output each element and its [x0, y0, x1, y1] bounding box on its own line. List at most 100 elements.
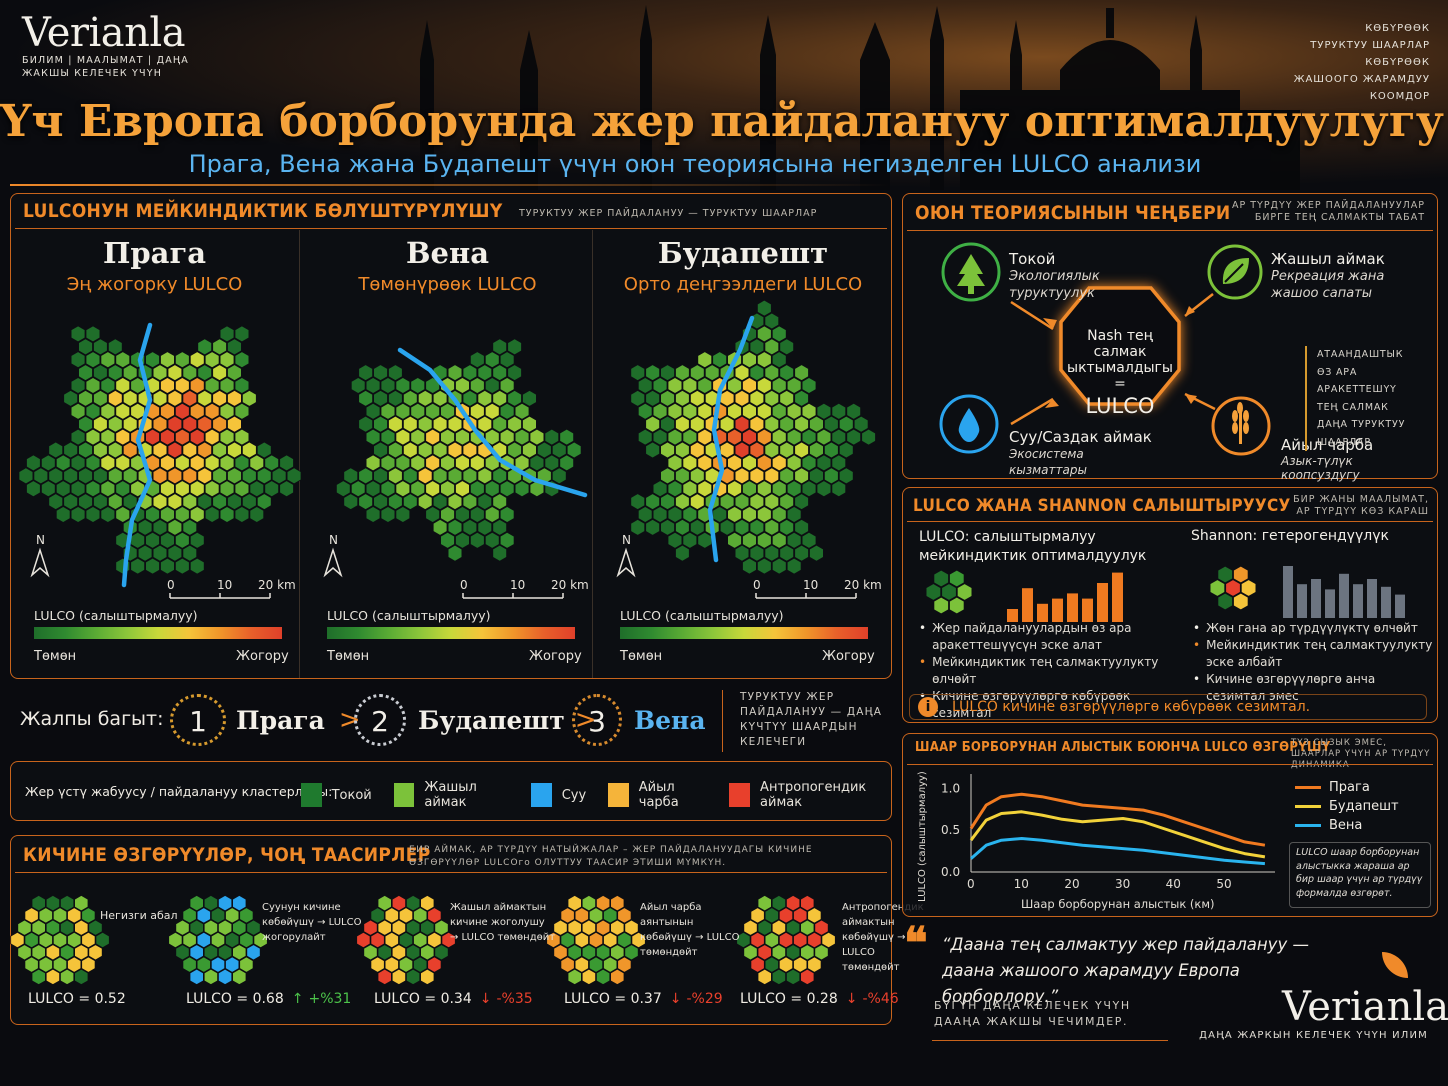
legend-title: LULCO (салыштырмалуу) [34, 608, 198, 623]
laurel-icon: 2 [354, 694, 406, 746]
x-axis-label: Шаар борборунан алыстык (км) [1021, 897, 1215, 911]
swatch-anthro [729, 783, 751, 807]
scenario-value: LULCO = 0.34 ↓ -%35 [374, 991, 533, 1007]
info-icon: i [918, 697, 938, 717]
small-changes-note: БИР АЙМАК, АР ТҮРДҮҮ НАТЫЙЖАЛАР – ЖЕР ПА… [409, 845, 813, 868]
shannon-points: • Жөн гана ар түрдүүлүктү өлчөйт • Мейкинд… [1193, 621, 1433, 703]
wheat-icon [1232, 402, 1249, 444]
game-center-label: Nash тең салмак ыктымалдыгы = LULCO [1067, 328, 1173, 418]
north-arrow-icon [616, 547, 636, 578]
comparison-panel: LULCO ЖАНА SHANNON САЛЫШТЫРУУСУ БИР ЖАНЫ… [902, 487, 1438, 723]
scenario-label: Негизги абал [100, 909, 178, 922]
y-tick-label: 1.0 [941, 781, 960, 795]
y-tick-label: 0.0 [941, 865, 960, 879]
legend-line-praha [1295, 786, 1321, 789]
ranking-label: Жалпы багыт: [20, 708, 164, 730]
tree-icon [957, 254, 985, 294]
quote-text: “Даана тең салмактуу жер пайдалануу — да… [942, 935, 1309, 1006]
game-side-notes: АТААНДАШТЫК ӨЗ АРА АРАКЕТТЕШҮҮ ТЕҢ САЛМА… [1305, 346, 1437, 451]
arrow-down-icon: ↓ [845, 991, 858, 1007]
game-diagram [939, 242, 1271, 456]
swatch-forest [301, 783, 322, 807]
arrow-down-icon: ↓ [669, 991, 682, 1007]
hex-grid-1 [18, 325, 302, 575]
swatch-green [393, 783, 415, 807]
quote-mark-icon: ❝ [904, 918, 928, 969]
clusters-panel: Жер үстү жабуусу / пайдалануу кластерлар… [10, 761, 892, 821]
game-note: АР ТҮРДҮҮ ЖЕР ПАЙДАЛАНУУЛАР БИРГЕ ТЕҢ СА… [1231, 200, 1425, 223]
hex-grid-2 [335, 338, 582, 562]
scenario-grid-1 [10, 894, 110, 986]
arrow-up-icon: ↑ [291, 991, 304, 1007]
river [397, 347, 588, 498]
comparison-footer: i LULCO кичине өзгөрүүлөргө көбүрөөк сез… [909, 694, 1427, 720]
comparison-note: БИР ЖАНЫ МААЛЫМАТ, АР ТҮРДҮҮ КӨЗ КАРАШ [1293, 494, 1429, 517]
water-drop-icon [958, 408, 980, 442]
laurel-icon: 3 [572, 694, 622, 746]
brand-name: Verianla [22, 10, 186, 56]
ranking-row: Жалпы багыт: 1 Прага > 2 Будапешт > 3 Ве… [10, 688, 892, 754]
scenario-value: LULCO = 0.28 ↓ -%46 [740, 991, 899, 1007]
header-skyline [0, 0, 1448, 190]
city-map-2: Вена Төмөнүрөөк LULCO [303, 230, 593, 678]
x-tick-label: 40 [1166, 877, 1181, 891]
legend-gradient [34, 627, 282, 639]
river [707, 315, 755, 563]
series-line-3 [970, 837, 1266, 866]
legend-gradient [620, 627, 868, 639]
header-divider [10, 184, 890, 186]
shannon-title: Shannon: гетерогендүүлүк [1191, 528, 1389, 544]
legend-gradient [327, 627, 575, 639]
north-label: N [329, 533, 338, 547]
scenario-label: Суунун кичине көбөйүшү → LULCO жогорулай… [262, 902, 362, 943]
game-panel: ОЮН ТЕОРИЯСЫНЫН ЧЕҢБЕРИ АР ТҮРДҮҮ ЖЕР ПА… [902, 193, 1438, 482]
scenario-value: LULCO = 0.37 ↓ -%29 [564, 991, 723, 1007]
scenario-grid-5 [736, 894, 836, 986]
x-tick-label: 30 [1115, 877, 1130, 891]
scale-tick: 10 [510, 578, 525, 592]
legend-low: Төмөн [619, 649, 662, 664]
scale-tick: 20 km [551, 578, 589, 592]
north-arrow-icon [323, 547, 343, 578]
scenario-grid-2 [168, 894, 268, 986]
distribution-title: LULCOНУН МЕЙКИНДИКТИК БӨЛҮШТҮРҮЛҮШҮ [23, 200, 503, 222]
legend-high: Жогору [529, 649, 582, 664]
page-subtitle: Прага, Вена жана Будапешт үчүн оюн теори… [188, 150, 1202, 178]
x-tick-label: 20 [1064, 877, 1079, 891]
quote-sub: БҮГҮН ДАҢА КЕЛЕЧЕК ҮЧҮН ДААҢА ЖАКШЫ ЧЕЧИ… [934, 999, 1131, 1028]
scenario-label: Жашыл аймактын кичине жоголушу → LULCO т… [450, 902, 556, 943]
distance-panel: ШААР БОРБОРУНАН АЛЫСТЫК БОЮНЧА LULCO ӨЗГ… [902, 733, 1438, 917]
swatch-agri [608, 783, 629, 807]
distance-title: ШААР БОРБОРУНАН АЛЫСТЫК БОЮНЧА LULCO ӨЗГ… [915, 740, 1331, 755]
lulco-points: • Жер пайдалануулардын өз ара аракеттешүү… [919, 621, 1159, 720]
scenario-label: Айыл чарба аянтынын көбөйүшү → LULCO төм… [640, 902, 740, 958]
page-title: Үч Европа борборунда жер пайдалануу опти… [0, 96, 1444, 147]
city-name: Будапешт [657, 236, 829, 270]
scale-tick: 0 [460, 578, 468, 592]
legend-line-budapest [1295, 805, 1321, 808]
leaf-icon [1222, 258, 1249, 284]
scale-tick: 0 [753, 578, 761, 592]
ranking-note: ТУРУКТУУ ЖЕР ПАЙДАЛАНУУ — ДАҢА КҮЧТҮҮ ША… [740, 691, 883, 748]
city-map-1: Прага Эң жогорку LULCO [10, 230, 300, 678]
swatch-water [531, 783, 552, 807]
city-name: Вена [406, 236, 489, 270]
city-lulco-level: Орто деңгээлдеги LULCO [623, 274, 863, 295]
rank-3: 3 Вена [572, 694, 706, 746]
laurel-icon: 1 [170, 694, 226, 746]
comparison-title: LULCO ЖАНА SHANNON САЛЫШТЫРУУСУ [913, 496, 1291, 516]
legend-title: LULCO (салыштырмалуу) [327, 608, 491, 623]
scenario-label: Антропогендик аймактын көбөйүшү → LULCO … [842, 902, 924, 973]
city-name: Прага [102, 236, 206, 270]
series-line-1 [969, 792, 1266, 847]
scenario-value: LULCO = 0.68 ↑ +%31 [186, 991, 352, 1007]
series-line-2 [969, 810, 1266, 859]
player-agri: Айыл чарба Азык-түлүк коопсуздугу [1281, 436, 1374, 482]
arrow-down-icon: ↓ [479, 991, 492, 1007]
scale-tick: 10 [217, 578, 232, 592]
scale-tick: 20 km [844, 578, 882, 592]
legend-title: LULCO (салыштырмалуу) [620, 608, 784, 623]
footer-brand-name: Verianla [1282, 984, 1448, 1030]
x-tick-label: 10 [1014, 877, 1029, 891]
clusters-label: Жер үстү жабуусу / пайдалануу кластерлар… [25, 784, 333, 799]
